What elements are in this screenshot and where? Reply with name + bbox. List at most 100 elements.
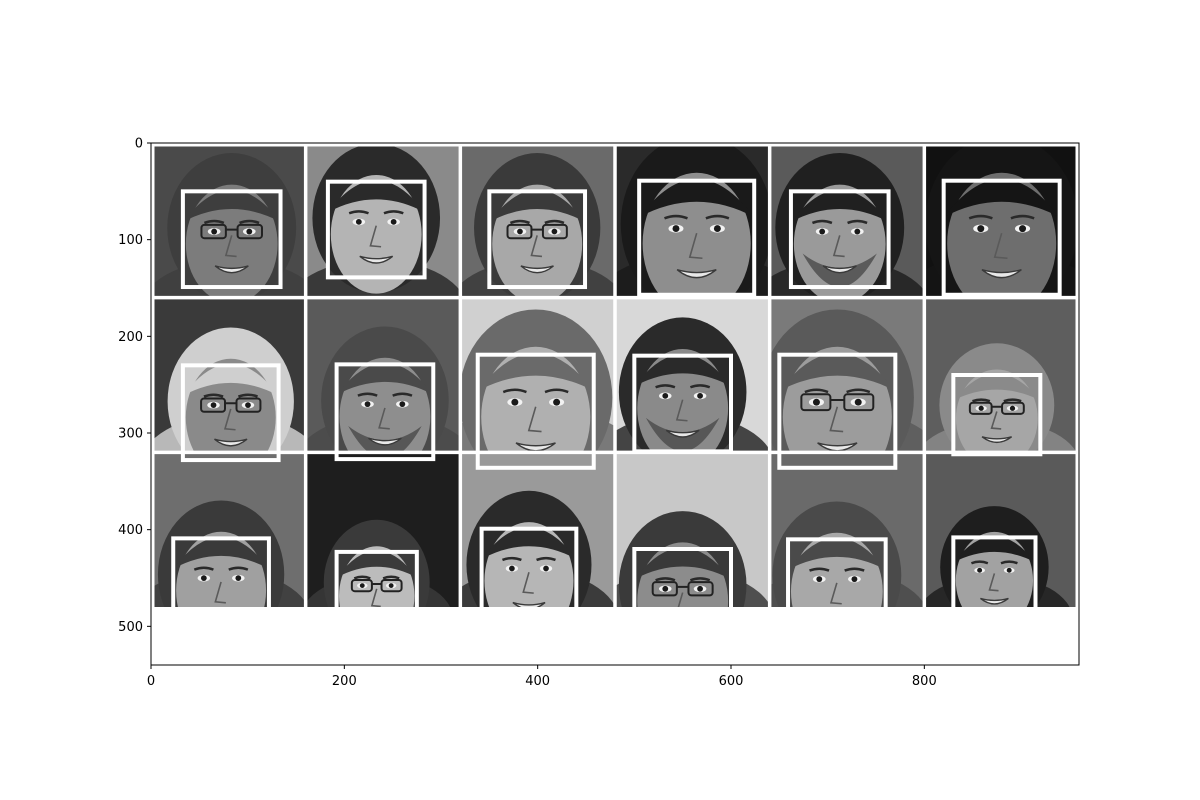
face xyxy=(185,184,278,298)
nose xyxy=(530,235,543,258)
hairline xyxy=(336,362,434,395)
nose xyxy=(522,572,534,594)
right-pupil xyxy=(854,398,862,406)
tile-separators xyxy=(150,142,1080,666)
face-bounding-box xyxy=(951,373,1043,457)
glasses-right-lens xyxy=(687,581,714,597)
image-border xyxy=(150,142,1080,666)
left-brow xyxy=(804,388,829,394)
mouth xyxy=(520,265,554,274)
right-pupil xyxy=(713,225,721,233)
glasses-right-lens xyxy=(1001,401,1025,415)
left-pupil xyxy=(511,398,519,406)
left-brow xyxy=(203,393,224,398)
right-pupil xyxy=(388,583,394,589)
mouth xyxy=(981,436,1013,444)
hairline xyxy=(639,178,755,218)
left-pupil xyxy=(662,585,669,592)
glasses-left-lens xyxy=(800,393,832,412)
hairline xyxy=(634,354,731,387)
face-bounding-box xyxy=(941,178,1062,297)
face-tile xyxy=(769,297,925,453)
left-brow xyxy=(203,219,225,225)
right-pupil xyxy=(246,228,253,235)
right-brow xyxy=(846,388,871,394)
tile-content xyxy=(924,452,1079,608)
right-brow xyxy=(392,392,413,397)
tile-content xyxy=(924,297,1079,453)
tile-content xyxy=(305,452,461,608)
nose xyxy=(527,406,542,433)
hairline xyxy=(173,536,269,569)
right-pupil xyxy=(697,585,703,592)
face-tile xyxy=(460,297,616,453)
hairline xyxy=(953,536,1036,563)
right-pupil xyxy=(1019,225,1027,233)
hairline xyxy=(327,180,425,213)
left-pupil xyxy=(819,228,826,235)
left-brow xyxy=(502,388,527,394)
tile-content xyxy=(615,452,770,608)
right-brow xyxy=(239,219,260,225)
left-pupil xyxy=(517,228,523,235)
glasses-left-lens xyxy=(651,581,678,597)
face-tile xyxy=(151,297,306,453)
left-pupil xyxy=(812,398,820,406)
right-pupil xyxy=(399,401,406,408)
hairline xyxy=(336,550,417,578)
right-brow xyxy=(383,210,404,215)
nose xyxy=(990,411,1002,430)
x-tick-label: 800 xyxy=(912,674,937,689)
face-bounding-box xyxy=(637,178,757,297)
right-pupil xyxy=(851,576,858,583)
hairline xyxy=(182,189,281,222)
nose xyxy=(677,592,684,608)
y-tick-label: 300 xyxy=(118,427,143,442)
right-brow xyxy=(847,219,868,225)
axes-frame xyxy=(150,142,1080,666)
glasses-right-lens xyxy=(235,397,262,413)
beard xyxy=(348,425,422,453)
face-bounding-box xyxy=(632,353,733,454)
glasses-left-lens xyxy=(350,578,373,593)
right-pupil xyxy=(245,402,251,408)
face-bounding-box xyxy=(180,189,283,290)
hairline xyxy=(779,353,896,391)
right-brow xyxy=(1000,560,1018,565)
face-bounding-box xyxy=(788,189,891,290)
mouth xyxy=(512,601,546,608)
face-tile xyxy=(615,452,770,608)
nose xyxy=(378,407,390,430)
left-brow xyxy=(811,219,833,225)
glasses-right-lens xyxy=(380,578,403,593)
right-pupil xyxy=(390,218,397,225)
y-tick-label: 100 xyxy=(118,233,143,248)
right-brow xyxy=(689,577,711,582)
y-tick-label: 500 xyxy=(118,620,143,635)
mouth xyxy=(214,438,248,447)
right-brow xyxy=(228,566,249,571)
left-pupil xyxy=(364,401,371,408)
hairline xyxy=(943,178,1060,218)
nose xyxy=(993,232,1008,260)
left-pupil xyxy=(355,218,362,225)
face-bounding-box xyxy=(786,537,888,637)
x-tick-label: 600 xyxy=(719,674,744,689)
glasses-right-lens xyxy=(843,393,875,412)
nose xyxy=(214,581,226,604)
face-bounding-box xyxy=(632,547,733,646)
face-bounding-box xyxy=(777,352,898,470)
right-brow xyxy=(237,393,259,398)
left-brow xyxy=(193,566,214,571)
x-tick-label: 200 xyxy=(332,674,357,689)
left-brow xyxy=(353,575,371,580)
right-brow xyxy=(544,388,569,394)
y-tick-label: 0 xyxy=(135,137,143,152)
y-tick-label: 400 xyxy=(118,523,143,538)
right-brow xyxy=(705,214,730,220)
hairline xyxy=(790,189,889,222)
glasses-left-lens xyxy=(968,401,993,415)
nose xyxy=(223,408,236,431)
left-brow xyxy=(970,560,989,565)
left-brow xyxy=(348,210,369,215)
